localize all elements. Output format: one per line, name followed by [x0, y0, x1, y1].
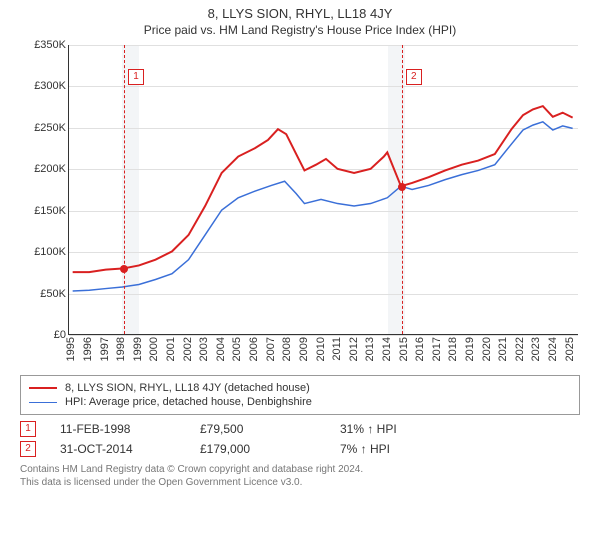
x-axis-label: 2018: [447, 337, 459, 361]
chart-marker-dot: [120, 265, 128, 273]
sales-table: 1 11-FEB-1998 £79,500 31% ↑ HPI 2 31-OCT…: [20, 421, 580, 457]
x-axis-label: 1996: [82, 337, 94, 361]
x-axis-label: 2016: [414, 337, 426, 361]
x-axis-label: 2013: [364, 337, 376, 361]
sales-row: 1 11-FEB-1998 £79,500 31% ↑ HPI: [20, 421, 580, 437]
x-axis-label: 2023: [530, 337, 542, 361]
legend: 8, LLYS SION, RHYL, LL18 4JY (detached h…: [20, 375, 580, 415]
x-axis-label: 2017: [431, 337, 443, 361]
chart: £0£50K£100K£150K£200K£250K£300K£350K 12 …: [20, 41, 580, 371]
footer: Contains HM Land Registry data © Crown c…: [20, 463, 580, 489]
sale-delta: 7% ↑ HPI: [340, 442, 480, 456]
series-subject: [73, 106, 573, 272]
sale-price: £179,000: [200, 442, 340, 456]
x-axis-label: 2025: [564, 337, 576, 361]
x-axis-label: 2002: [182, 337, 194, 361]
x-axis-label: 2022: [514, 337, 526, 361]
legend-swatch: [29, 387, 57, 389]
x-axis-label: 2011: [331, 337, 343, 361]
chart-marker-box: 2: [406, 69, 422, 85]
sale-marker-box: 1: [20, 421, 36, 437]
x-axis-label: 1997: [99, 337, 111, 361]
y-axis-label: £100K: [24, 246, 66, 258]
legend-swatch: [29, 402, 57, 403]
x-axis-label: 2021: [497, 337, 509, 361]
x-axis-label: 1998: [115, 337, 127, 361]
x-axis-label: 2005: [231, 337, 243, 361]
x-axis-label: 2000: [148, 337, 160, 361]
sale-delta: 31% ↑ HPI: [340, 422, 480, 436]
x-axis-label: 2003: [198, 337, 210, 361]
plot-area: 12: [68, 45, 578, 335]
x-axis-label: 2012: [348, 337, 360, 361]
x-axis-label: 2019: [464, 337, 476, 361]
legend-label: HPI: Average price, detached house, Denb…: [65, 396, 312, 408]
sale-marker-box: 2: [20, 441, 36, 457]
y-axis-label: £350K: [24, 39, 66, 51]
sale-date: 11-FEB-1998: [60, 422, 200, 436]
sales-row: 2 31-OCT-2014 £179,000 7% ↑ HPI: [20, 441, 580, 457]
x-axis-label: 2024: [547, 337, 559, 361]
x-axis-label: 2006: [248, 337, 260, 361]
legend-label: 8, LLYS SION, RHYL, LL18 4JY (detached h…: [65, 382, 310, 394]
y-axis-label: £300K: [24, 80, 66, 92]
y-axis-label: £0: [24, 329, 66, 341]
x-axis-label: 2008: [281, 337, 293, 361]
series-hpi: [73, 122, 573, 291]
page-subtitle: Price paid vs. HM Land Registry's House …: [8, 23, 592, 37]
y-axis-label: £250K: [24, 122, 66, 134]
footer-line: This data is licensed under the Open Gov…: [20, 476, 580, 489]
x-axis-label: 2015: [398, 337, 410, 361]
chart-marker-box: 1: [128, 69, 144, 85]
x-axis-label: 2009: [298, 337, 310, 361]
y-axis-label: £200K: [24, 163, 66, 175]
footer-line: Contains HM Land Registry data © Crown c…: [20, 463, 580, 476]
x-axis-label: 2010: [315, 337, 327, 361]
chart-lines: [69, 45, 578, 334]
x-axis-label: 1995: [65, 337, 77, 361]
y-axis-label: £50K: [24, 288, 66, 300]
page-title: 8, LLYS SION, RHYL, LL18 4JY: [8, 6, 592, 21]
legend-item-subject: 8, LLYS SION, RHYL, LL18 4JY (detached h…: [29, 382, 571, 394]
legend-item-hpi: HPI: Average price, detached house, Denb…: [29, 396, 571, 408]
sale-price: £79,500: [200, 422, 340, 436]
chart-marker-dot: [398, 183, 406, 191]
x-axis-label: 2014: [381, 337, 393, 361]
x-axis-label: 2001: [165, 337, 177, 361]
sale-date: 31-OCT-2014: [60, 442, 200, 456]
x-axis-label: 2007: [265, 337, 277, 361]
x-axis-label: 2020: [481, 337, 493, 361]
y-axis-label: £150K: [24, 205, 66, 217]
x-axis-label: 2004: [215, 337, 227, 361]
x-axis-label: 1999: [132, 337, 144, 361]
